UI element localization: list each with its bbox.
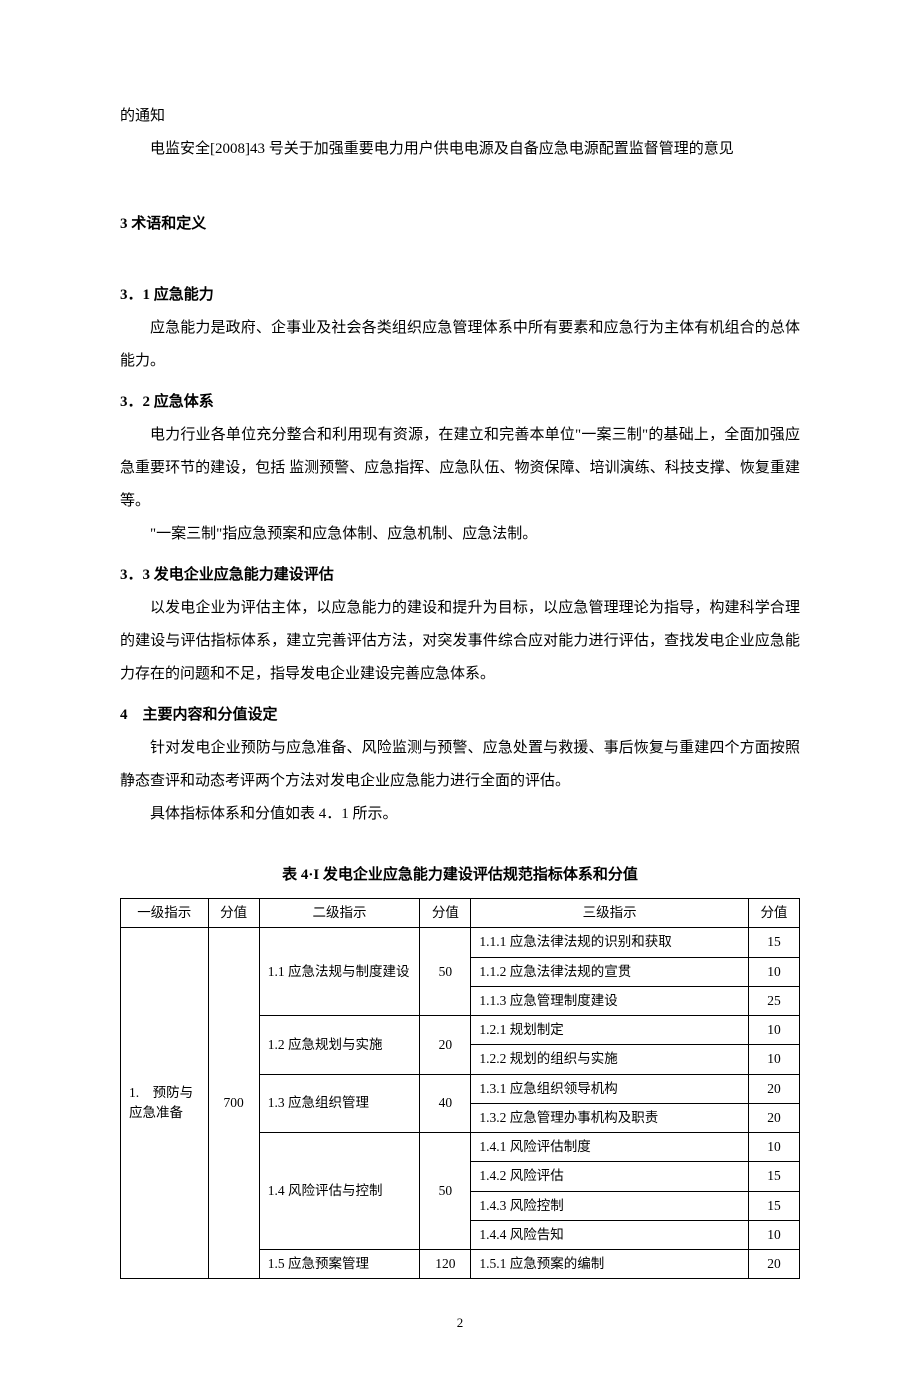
level2-1-5-score: 120: [420, 1250, 471, 1279]
page-number: 2: [120, 1309, 800, 1338]
level1-score: 700: [208, 928, 259, 1279]
header-level3: 三级指示: [471, 899, 748, 928]
section-3-1-heading: 3．1 应急能力: [120, 279, 800, 312]
level3-label: 1.5.1 应急预案的编制: [471, 1250, 748, 1279]
level3-label: 1.3.2 应急管理办事机构及职责: [471, 1103, 748, 1132]
level3-label: 1.4.2 风险评估: [471, 1162, 748, 1191]
level2-1-1-score: 50: [420, 928, 471, 1016]
level3-score: 15: [748, 1162, 799, 1191]
level3-score: 15: [748, 1191, 799, 1220]
intro-line-1: 的通知: [120, 100, 800, 133]
section-3-1-body: 应急能力是政府、企事业及社会各类组织应急管理体系中所有要素和应急行为主体有机组合…: [120, 312, 800, 378]
level3-label: 1.4.3 风险控制: [471, 1191, 748, 1220]
level3-score: 20: [748, 1074, 799, 1103]
level3-score: 10: [748, 1133, 799, 1162]
section-3-3-heading: 3．3 发电企业应急能力建设评估: [120, 559, 800, 592]
level3-score: 10: [748, 1016, 799, 1045]
level3-score: 20: [748, 1250, 799, 1279]
level3-label: 1.1.2 应急法律法规的宣贯: [471, 957, 748, 986]
level3-score: 20: [748, 1103, 799, 1132]
level2-1-2-score: 20: [420, 1016, 471, 1075]
level1-label: 1. 预防与应急准备: [121, 928, 209, 1279]
level2-1-5-label: 1.5 应急预案管理: [259, 1250, 420, 1279]
header-score2: 分值: [420, 899, 471, 928]
table-header-row: 一级指示 分值 二级指示 分值 三级指示 分值: [121, 899, 800, 928]
intro-line-2: 电监安全[2008]43 号关于加强重要电力用户供电电源及自备应急电源配置监督管…: [120, 133, 800, 166]
table-row: 1. 预防与应急准备 700 1.1 应急法规与制度建设 50 1.1.1 应急…: [121, 928, 800, 957]
level2-1-4-score: 50: [420, 1133, 471, 1250]
section-3-3-body: 以发电企业为评估主体，以应急能力的建设和提升为目标，以应急管理理论为指导，构建科…: [120, 592, 800, 691]
level3-label: 1.1.3 应急管理制度建设: [471, 986, 748, 1015]
section-3-heading: 3 术语和定义: [120, 208, 800, 241]
header-score3: 分值: [748, 899, 799, 928]
level3-label: 1.2.1 规划制定: [471, 1016, 748, 1045]
section-4-body-2: 具体指标体系和分值如表 4．1 所示。: [120, 798, 800, 831]
level3-score: 25: [748, 986, 799, 1015]
level2-1-3-label: 1.3 应急组织管理: [259, 1074, 420, 1133]
level3-label: 1.4.1 风险评估制度: [471, 1133, 748, 1162]
indicator-table: 一级指示 分值 二级指示 分值 三级指示 分值 1. 预防与应急准备 700 1…: [120, 898, 800, 1279]
level3-label: 1.2.2 规划的组织与实施: [471, 1045, 748, 1074]
spacer: [120, 249, 800, 271]
section-3-2-body-1: 电力行业各单位充分整合和利用现有资源，在建立和完善本单位"一案三制"的基础上，全…: [120, 419, 800, 518]
header-level1: 一级指示: [121, 899, 209, 928]
level2-1-2-label: 1.2 应急规划与实施: [259, 1016, 420, 1075]
header-score1: 分值: [208, 899, 259, 928]
section-4-heading: 4 主要内容和分值设定: [120, 699, 800, 732]
header-level2: 二级指示: [259, 899, 420, 928]
level3-label: 1.1.1 应急法律法规的识别和获取: [471, 928, 748, 957]
level3-label: 1.4.4 风险告知: [471, 1220, 748, 1249]
spacer: [120, 166, 800, 188]
level2-1-4-label: 1.4 风险评估与控制: [259, 1133, 420, 1250]
section-3-2-heading: 3．2 应急体系: [120, 386, 800, 419]
level3-score: 10: [748, 957, 799, 986]
table-title: 表 4·I 发电企业应急能力建设评估规范指标体系和分值: [120, 859, 800, 892]
section-3-2-body-2: "一案三制"指应急预案和应急体制、应急机制、应急法制。: [120, 518, 800, 551]
level3-label: 1.3.1 应急组织领导机构: [471, 1074, 748, 1103]
section-4-body-1: 针对发电企业预防与应急准备、风险监测与预警、应急处置与救援、事后恢复与重建四个方…: [120, 732, 800, 798]
level2-1-3-score: 40: [420, 1074, 471, 1133]
level3-score: 10: [748, 1045, 799, 1074]
level3-score: 15: [748, 928, 799, 957]
level2-1-1-label: 1.1 应急法规与制度建设: [259, 928, 420, 1016]
level3-score: 10: [748, 1220, 799, 1249]
